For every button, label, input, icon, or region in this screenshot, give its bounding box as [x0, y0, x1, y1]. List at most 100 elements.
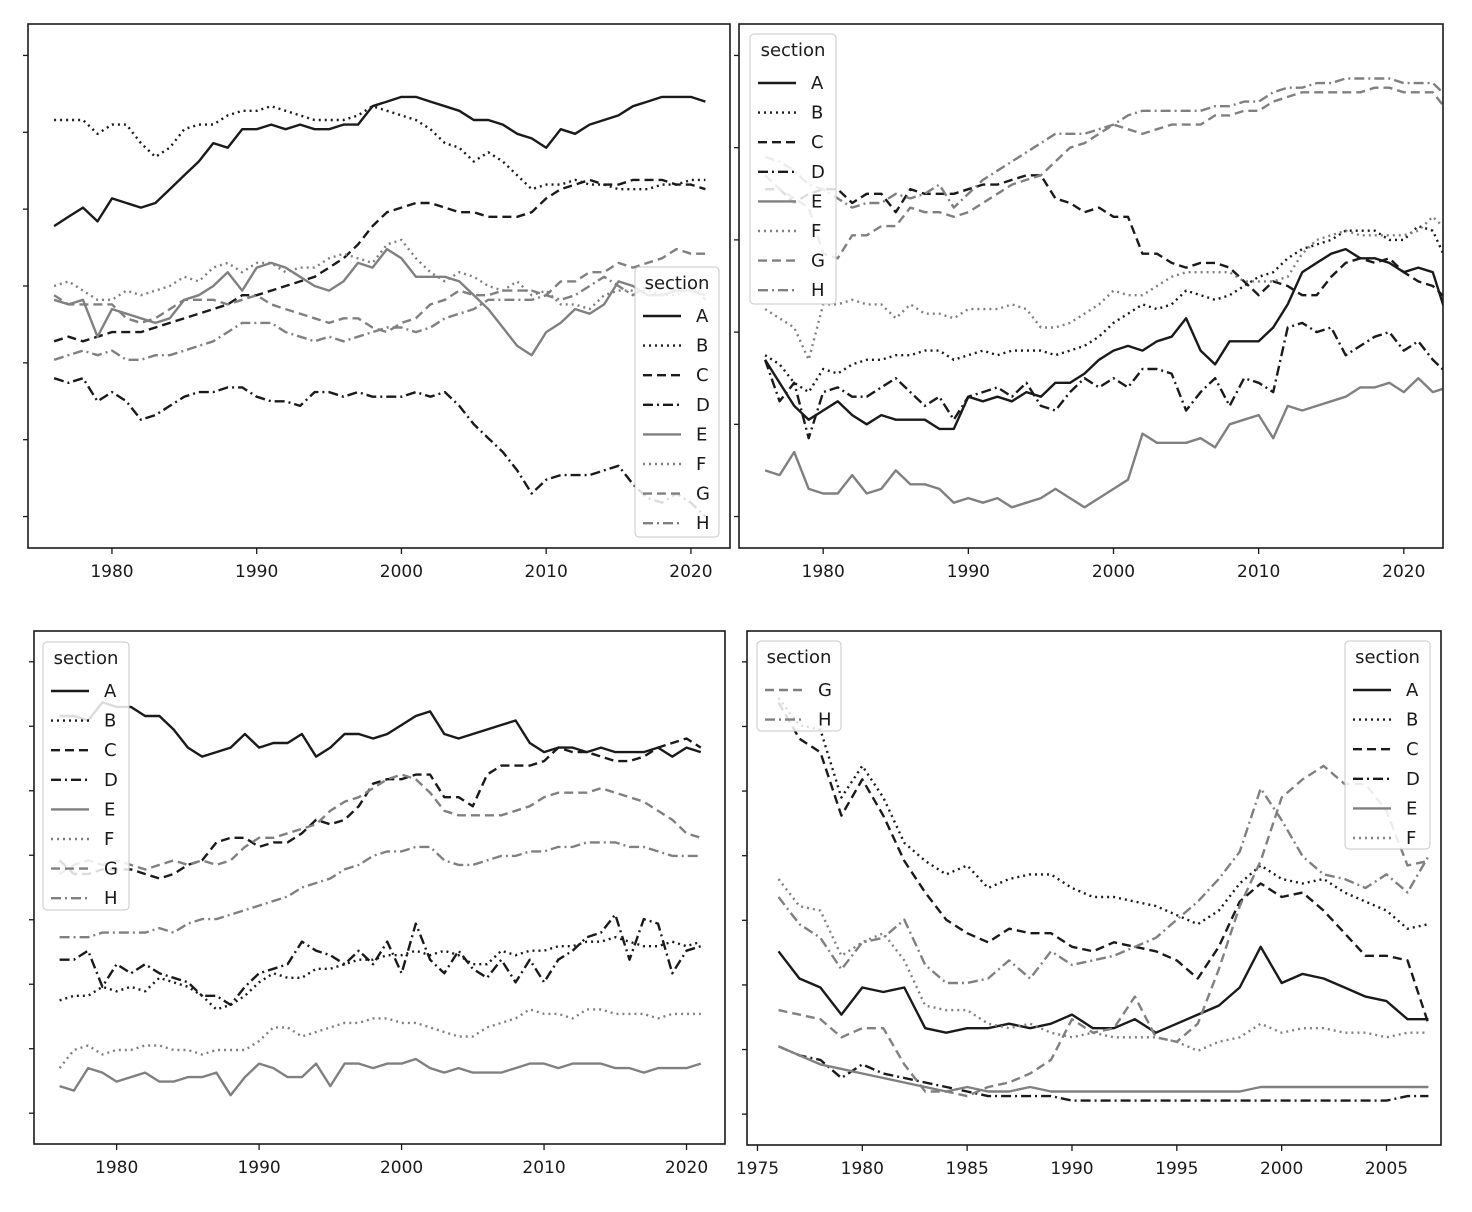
legend-label-e: E	[696, 424, 707, 445]
legend-title: section	[645, 273, 710, 294]
legend-label-g: G	[818, 680, 832, 701]
series-line-h	[764, 77, 1443, 209]
legend-label-a: A	[811, 73, 824, 94]
legend-label-h: H	[696, 513, 710, 534]
series-line-d	[763, 321, 1443, 440]
legend-label-c: C	[696, 365, 709, 386]
x-tick-label: 1990	[237, 1158, 280, 1178]
legend-label-g: G	[104, 859, 118, 880]
legend-label-f: F	[811, 221, 821, 242]
series-line-a	[777, 945, 1429, 1034]
plot-frame	[33, 630, 726, 1145]
series-line-c	[777, 701, 1430, 1025]
legend-label-a: A	[104, 681, 117, 702]
legend-label-a: A	[696, 306, 709, 327]
series-line-h	[777, 787, 1430, 985]
series-line-a	[59, 701, 702, 758]
plot-frame	[738, 23, 1444, 549]
x-tick-label: 2010	[525, 562, 568, 582]
series-line-d	[778, 1045, 1429, 1102]
legend-label-a: A	[1406, 680, 1419, 701]
legend-label-c: C	[104, 740, 117, 761]
legend-title: section	[761, 40, 826, 61]
series-line-h	[59, 841, 701, 939]
series-line-g	[58, 773, 702, 876]
series-line-h	[53, 275, 707, 361]
series-line-c	[58, 737, 702, 880]
legend-label-f: F	[696, 454, 706, 475]
legend-label-b: B	[811, 103, 823, 124]
series-line-f	[764, 215, 1443, 361]
series-line-d	[53, 377, 707, 518]
series-group	[777, 697, 1430, 1102]
series-group	[53, 95, 707, 518]
x-tick-label: 2005	[1365, 1159, 1408, 1179]
x-tick-label: 1995	[1155, 1159, 1198, 1179]
legend-label-g: G	[696, 484, 710, 505]
series-line-e	[764, 377, 1443, 509]
series-line-e	[778, 1045, 1429, 1093]
series-line-g	[764, 86, 1443, 260]
x-tick-label: 1990	[947, 562, 990, 582]
plot-frame	[27, 23, 731, 549]
legend-label-h: H	[818, 710, 832, 731]
plot-frame	[746, 630, 1442, 1146]
legend-label-e: E	[1406, 798, 1417, 819]
legend-label-c: C	[811, 132, 824, 153]
legend-box	[749, 33, 837, 305]
legend-label-d: D	[104, 770, 118, 791]
legend: section GH	[756, 640, 842, 732]
legend-label-f: F	[1406, 828, 1416, 849]
legend-box	[634, 266, 720, 538]
x-tick-label: 2000	[380, 562, 423, 582]
legend-label-g: G	[811, 251, 825, 272]
legend-label-h: H	[811, 280, 825, 301]
series-line-b	[764, 224, 1443, 394]
legend-label-b: B	[104, 711, 116, 732]
legend-label-b: B	[696, 336, 708, 357]
x-tick-label: 2020	[669, 562, 712, 582]
x-tick-label: 1980	[802, 562, 845, 582]
legend-label-f: F	[104, 829, 114, 850]
x-tick-label: 1990	[235, 562, 278, 582]
series-line-e	[59, 1057, 702, 1097]
legend-box	[42, 641, 130, 911]
x-tick-label: 2020	[1382, 562, 1425, 582]
series-line-a	[53, 95, 706, 228]
chart-panel-4: 1975 1980 1985 1990 1995 2000 2005 section GHsec…	[736, 630, 1442, 1179]
series-line-f	[777, 878, 1429, 1053]
x-tick-label: 1980	[95, 1158, 138, 1178]
legend-label-d: D	[696, 395, 710, 416]
series-line-b	[777, 697, 1429, 930]
legend-label-e: E	[104, 799, 115, 820]
x-tick-label: 2010	[1237, 562, 1280, 582]
x-tick-label: 2000	[1260, 1159, 1303, 1179]
series-line-f	[58, 1008, 701, 1069]
legend-label-d: D	[1406, 769, 1420, 790]
x-tick-label: 1980	[90, 562, 133, 582]
series-line-d	[59, 913, 702, 1007]
x-tick-label: 1980	[841, 1159, 884, 1179]
series-line-a	[764, 247, 1443, 431]
series-group	[58, 701, 702, 1097]
legend-title: section	[1355, 647, 1420, 668]
x-tick-label: 2000	[1092, 562, 1135, 582]
legend-label-d: D	[811, 162, 825, 183]
legend-label-c: C	[1406, 739, 1419, 760]
legend-label-b: B	[1406, 710, 1418, 731]
x-tick-label: 2010	[522, 1158, 565, 1178]
legend-label-h: H	[104, 888, 118, 909]
x-tick-label: 1975	[736, 1159, 779, 1179]
series-line-g	[778, 764, 1429, 1098]
legend-label-e: E	[811, 191, 822, 212]
x-tick-label: 1985	[946, 1159, 989, 1179]
series-group	[763, 77, 1443, 509]
x-tick-label: 1990	[1050, 1159, 1093, 1179]
